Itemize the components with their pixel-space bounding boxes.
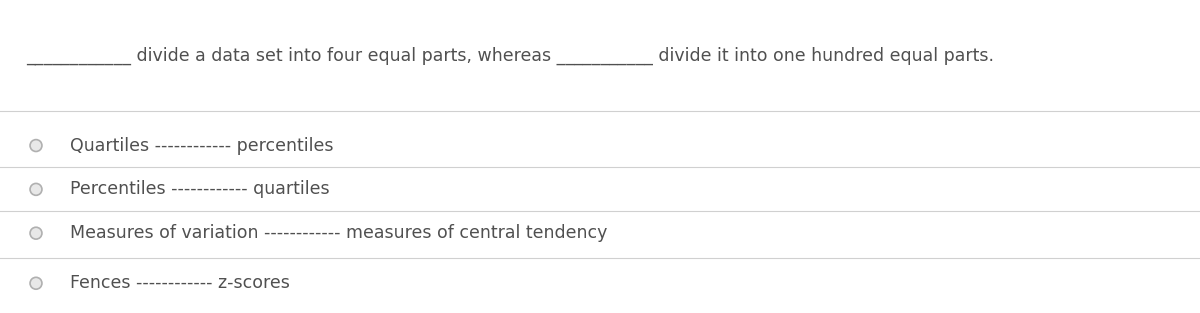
Text: Fences ------------ z-scores: Fences ------------ z-scores [70,274,289,292]
Text: Measures of variation ------------ measures of central tendency: Measures of variation ------------ measu… [70,224,607,242]
Ellipse shape [30,277,42,289]
Ellipse shape [30,140,42,151]
Text: Percentiles ------------ quartiles: Percentiles ------------ quartiles [70,180,329,198]
Text: Quartiles ------------ percentiles: Quartiles ------------ percentiles [70,136,334,155]
Ellipse shape [30,183,42,195]
Ellipse shape [30,227,42,239]
Text: ____________ divide a data set into four equal parts, whereas ___________ divide: ____________ divide a data set into four… [26,47,995,65]
